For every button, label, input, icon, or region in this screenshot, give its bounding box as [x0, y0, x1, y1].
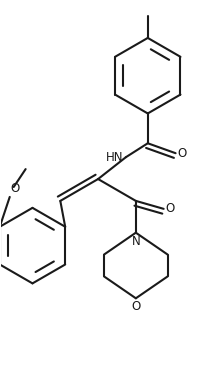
Text: HN: HN	[105, 151, 123, 164]
Text: O: O	[11, 182, 20, 195]
Text: O: O	[131, 300, 141, 313]
Text: O: O	[178, 147, 187, 160]
Text: O: O	[166, 202, 175, 215]
Text: N: N	[131, 235, 140, 248]
